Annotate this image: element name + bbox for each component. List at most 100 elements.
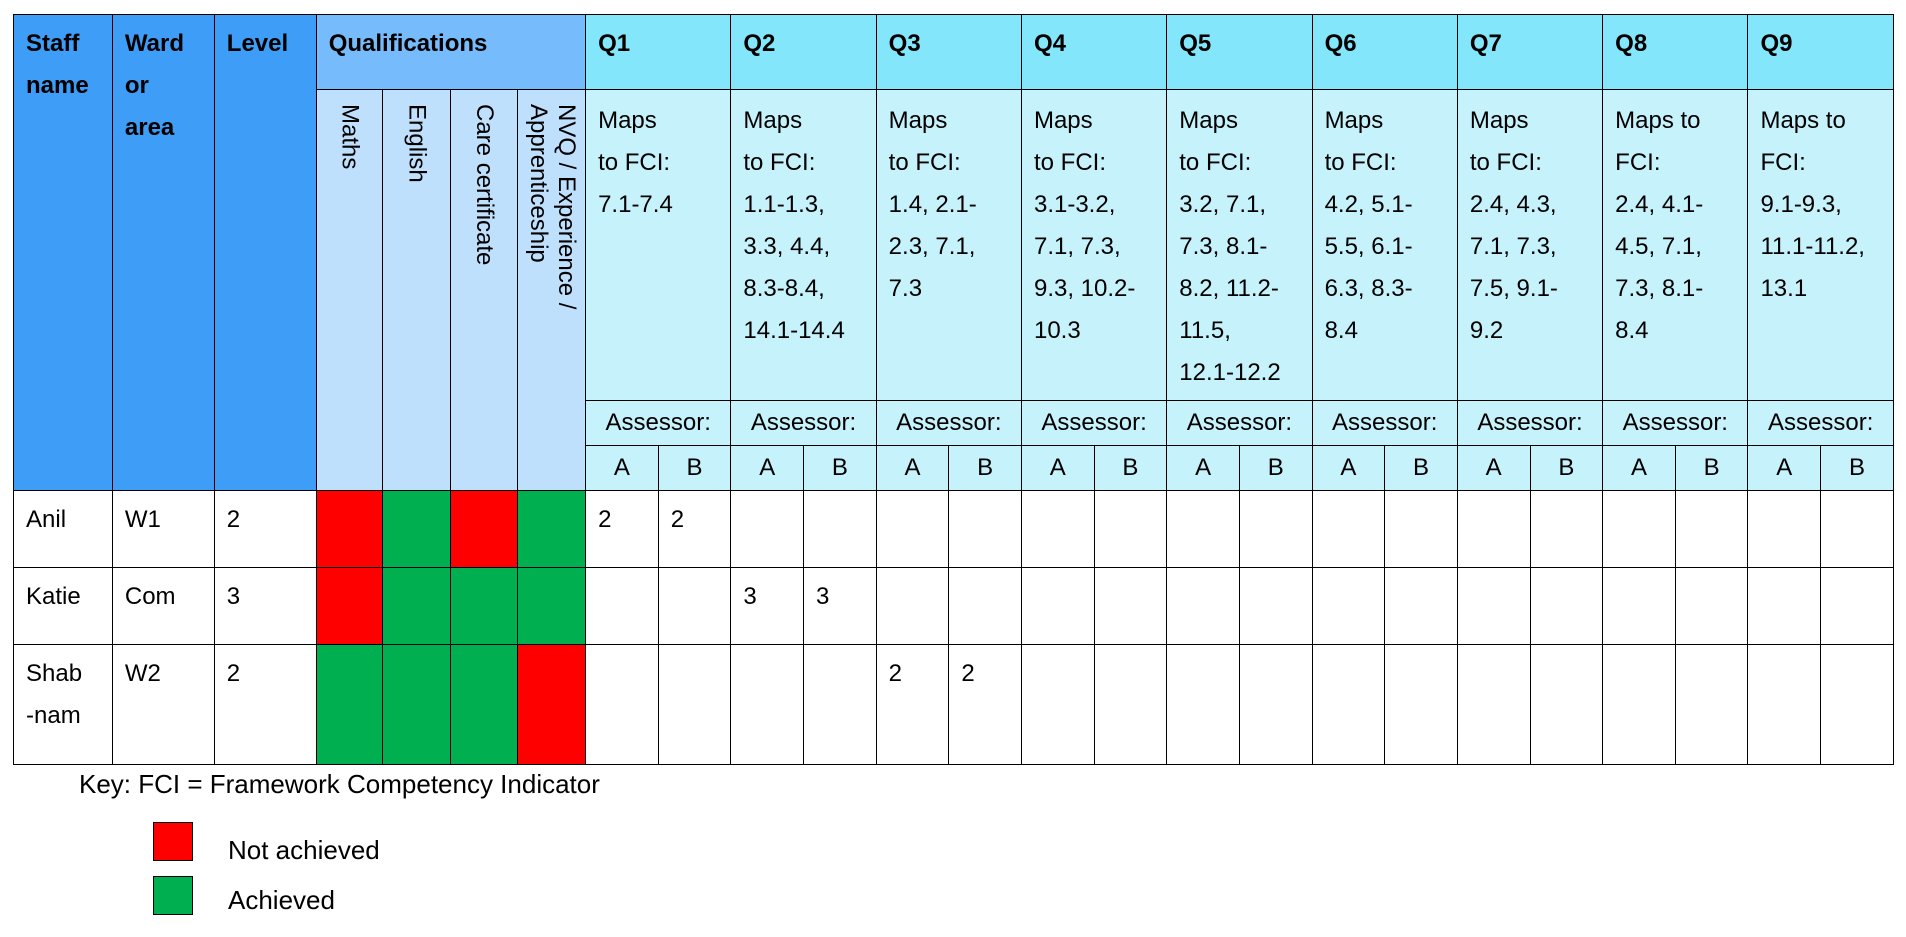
header-qualification-sub: Maths xyxy=(315,89,384,491)
ward-cell: Com xyxy=(111,567,215,645)
assessor-b-score xyxy=(1384,644,1458,765)
assessor-a-score xyxy=(1311,644,1386,765)
assessor-b-label: B xyxy=(948,445,1022,491)
achieved-label: Achieved xyxy=(228,885,335,915)
table-row: Shab -nam W2 2 2 2 xyxy=(13,644,1894,765)
assessor-b-score xyxy=(1093,644,1168,765)
assessor-b-score: 2 xyxy=(657,490,732,568)
assessor-a-score xyxy=(1166,644,1240,765)
assessor-a-score xyxy=(875,490,950,568)
assessor-a-score xyxy=(1747,644,1822,765)
assessor-a-score xyxy=(1166,490,1240,568)
assessor-a-score xyxy=(875,567,950,645)
assessor-label: Assessor: xyxy=(1747,400,1894,446)
assessor-a-score xyxy=(730,644,805,765)
assessor-b-score xyxy=(657,567,732,645)
assessor-b-label: B xyxy=(1820,445,1894,491)
assessor-b-score xyxy=(948,567,1022,645)
assessor-b-score xyxy=(1384,490,1458,568)
not-achieved-label: Not achieved xyxy=(228,835,380,865)
staff-name-cell: Shab -nam xyxy=(13,644,113,765)
assessor-b-score: 2 xyxy=(948,644,1022,765)
achieved-cell xyxy=(382,567,451,645)
question-fci-mapping: Maps to FCI: 1.1-1.3, 3.3, 4.4, 8.3-8.4,… xyxy=(730,89,877,401)
header-question: Q8 xyxy=(1602,14,1749,90)
level-cell: 3 xyxy=(213,567,317,645)
staff-name: Shab -nam xyxy=(26,660,83,729)
header-qualification-sub: English xyxy=(382,89,451,491)
qualification-sub-label: Care certificate xyxy=(471,104,499,266)
assessor-a-score xyxy=(1020,567,1095,645)
table-row: Katie Com 3 3 3 xyxy=(13,567,1894,645)
assessor-label: Assessor: xyxy=(1456,400,1604,446)
assessor-b-score xyxy=(948,490,1022,568)
header-qualifications: Qualifications xyxy=(315,14,587,90)
question-fci-mapping: Maps to FCI: 3.2, 7.1, 7.3, 8.1- 8.2, 11… xyxy=(1166,89,1313,401)
header-ward-or-area: Ward or area xyxy=(111,14,215,491)
assessor-b-label: B xyxy=(1529,445,1604,491)
not-achieved-cell xyxy=(315,490,384,568)
achieved-cell xyxy=(517,567,587,645)
assessor-a-label: A xyxy=(585,445,659,491)
assessor-b-score xyxy=(1238,644,1313,765)
assessor-a-score: 2 xyxy=(875,644,950,765)
assessor-a-score xyxy=(1020,644,1095,765)
assessor-b-score: 3 xyxy=(803,567,877,645)
question-fci-mapping: Maps to FCI: 9.1-9.3, 11.1-11.2, 13.1 xyxy=(1747,89,1894,401)
ward-cell: W2 xyxy=(111,644,215,765)
achieved-cell xyxy=(382,490,451,568)
assessor-a-score xyxy=(1166,567,1240,645)
question-fci-mapping: Maps to FCI: 7.1-7.4 xyxy=(585,89,732,401)
assessor-a-label: A xyxy=(1311,445,1386,491)
assessor-a-score xyxy=(1311,567,1386,645)
not-achieved-swatch xyxy=(153,822,193,861)
question-fci-mapping: Maps to FCI: 2.4, 4.1- 4.5, 7.1, 7.3, 8.… xyxy=(1602,89,1749,401)
staff-name-cell: Katie xyxy=(13,567,113,645)
assessor-b-score xyxy=(657,644,732,765)
assessor-b-label: B xyxy=(803,445,877,491)
assessor-label: Assessor: xyxy=(1602,400,1749,446)
assessor-b-score xyxy=(1238,567,1313,645)
staff-name: Katie xyxy=(26,583,81,610)
assessor-b-label: B xyxy=(1238,445,1313,491)
assessor-b-score xyxy=(1820,567,1894,645)
qualification-sub-label: NVQ / Experience / Apprenticeship xyxy=(524,104,580,310)
header-qualification-sub: NVQ / Experience / Apprenticeship xyxy=(517,89,587,491)
assessor-b-score xyxy=(1529,490,1604,568)
staff-name: Anil xyxy=(26,506,67,533)
assessor-b-label: B xyxy=(1674,445,1749,491)
achieved-cell xyxy=(315,644,384,765)
header-question: Q6 xyxy=(1311,14,1458,90)
header-question: Q7 xyxy=(1456,14,1604,90)
assessor-label: Assessor: xyxy=(1166,400,1313,446)
level-cell: 2 xyxy=(213,490,317,568)
assessor-b-label: B xyxy=(1384,445,1458,491)
table-row: Anil W1 2 2 2 xyxy=(13,490,1894,568)
header-staff-name: Staff name xyxy=(13,14,113,491)
assessor-b-label: B xyxy=(1093,445,1168,491)
assessor-b-score xyxy=(1529,567,1604,645)
assessor-b-score xyxy=(1674,490,1749,568)
achieved-cell xyxy=(449,567,519,645)
assessor-a-score: 3 xyxy=(730,567,805,645)
staff-name-cell: Anil xyxy=(13,490,113,568)
assessor-b-score xyxy=(1674,567,1749,645)
assessor-b-score xyxy=(1529,644,1604,765)
not-achieved-cell xyxy=(315,567,384,645)
assessor-a-score xyxy=(585,644,659,765)
assessor-label: Assessor: xyxy=(1311,400,1458,446)
not-achieved-cell xyxy=(449,490,519,568)
assessor-a-score xyxy=(1602,567,1676,645)
assessor-a-score xyxy=(1602,644,1676,765)
achieved-cell xyxy=(449,644,519,765)
question-fci-mapping: Maps to FCI: 2.4, 4.3, 7.1, 7.3, 7.5, 9.… xyxy=(1456,89,1604,401)
assessor-a-score xyxy=(730,490,805,568)
assessor-b-score xyxy=(1674,644,1749,765)
assessor-b-score xyxy=(1820,490,1894,568)
assessor-a-score xyxy=(1456,567,1531,645)
assessor-label: Assessor: xyxy=(1020,400,1168,446)
assessor-a-label: A xyxy=(1020,445,1095,491)
assessor-b-score xyxy=(1820,644,1894,765)
assessor-a-score xyxy=(1311,490,1386,568)
question-fci-mapping: Maps to FCI: 4.2, 5.1- 5.5, 6.1- 6.3, 8.… xyxy=(1311,89,1458,401)
